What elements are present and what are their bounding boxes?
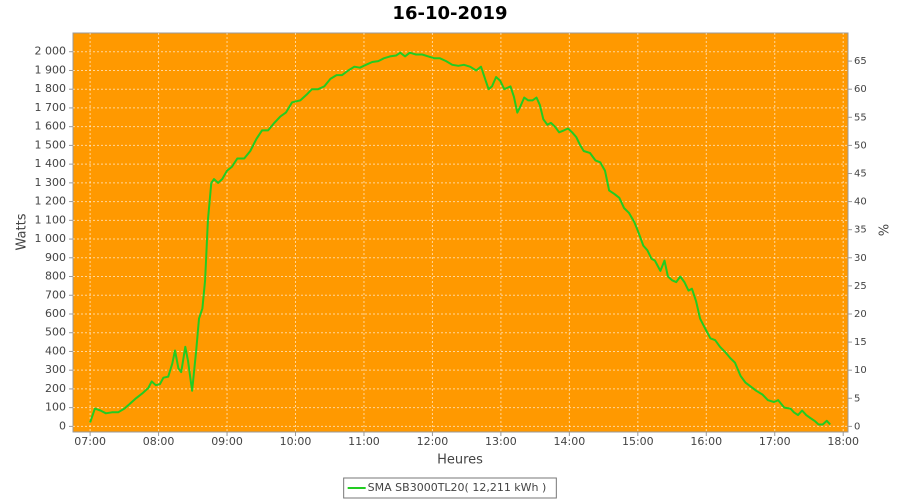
y2-tick-label: 40 <box>854 197 867 208</box>
y-tick-label: 1 400 <box>35 157 67 170</box>
y2-tick-label: 55 <box>854 112 867 123</box>
y2-tick-label: 45 <box>854 168 867 179</box>
plot-area <box>72 32 849 433</box>
y2-tick-label: 35 <box>854 225 867 236</box>
y2-tick-label: 20 <box>854 309 867 320</box>
y2-tick-label: 10 <box>854 365 867 376</box>
x-tick-label: 09:00 <box>211 435 243 448</box>
legend-label: SMA SB3000TL20( 12,211 kWh ) <box>368 481 547 494</box>
y-tick-label: 1 200 <box>35 195 67 208</box>
y-tick-label: 400 <box>45 344 66 357</box>
y2-tick-label: 50 <box>854 140 867 151</box>
y2-tick-label: 30 <box>854 253 867 264</box>
y-tick-label: 1 900 <box>35 63 67 76</box>
y-tick-label: 500 <box>45 326 66 339</box>
y2-tick-label: 65 <box>854 56 867 67</box>
y-tick-label: 1 600 <box>35 120 67 133</box>
y-axis-title: Watts <box>15 213 30 250</box>
x-tick-label: 11:00 <box>348 435 380 448</box>
x-tick-label: 07:00 <box>74 435 106 448</box>
y-tick-label: 1 500 <box>35 138 67 151</box>
x-tick-label: 10:00 <box>280 435 312 448</box>
x-tick-label: 17:00 <box>759 435 791 448</box>
y-tick-label: 100 <box>45 401 66 414</box>
y-tick-label: 900 <box>45 251 66 264</box>
y-tick-label: 200 <box>45 382 66 395</box>
y2-tick-label: 25 <box>854 281 867 292</box>
y-tick-label: 1 000 <box>35 232 67 245</box>
x-tick-label: 15:00 <box>622 435 654 448</box>
y2-tick-label: 0 <box>854 421 860 432</box>
x-tick-label: 18:00 <box>827 435 859 448</box>
y-tick-label: 2 000 <box>35 45 67 58</box>
y2-tick-label: 5 <box>854 393 860 404</box>
chart-title: 16-10-2019 <box>392 3 507 24</box>
legend-box <box>343 477 557 499</box>
x-tick-label: 08:00 <box>143 435 175 448</box>
y-tick-label: 1 700 <box>35 101 67 114</box>
y2-axis-title: % <box>875 224 890 236</box>
y-tick-label: 800 <box>45 270 66 283</box>
y-tick-label: 1 300 <box>35 176 67 189</box>
y-tick-label: 600 <box>45 307 66 320</box>
x-tick-label: 12:00 <box>417 435 449 448</box>
x-tick-label: 13:00 <box>485 435 517 448</box>
y-tick-label: 0 <box>59 419 66 432</box>
y-tick-label: 300 <box>45 363 66 376</box>
y-tick-label: 1 100 <box>35 213 67 226</box>
y2-tick-label: 60 <box>854 84 867 95</box>
x-tick-label: 14:00 <box>554 435 586 448</box>
y2-tick-label: 15 <box>854 337 867 348</box>
y-tick-label: 700 <box>45 288 66 301</box>
legend: SMA SB3000TL20( 12,211 kWh ) <box>343 477 557 499</box>
x-axis-title: Heures <box>437 453 483 468</box>
data-line <box>89 51 831 426</box>
y-tick-label: 1 800 <box>35 82 67 95</box>
x-tick-label: 16:00 <box>690 435 722 448</box>
